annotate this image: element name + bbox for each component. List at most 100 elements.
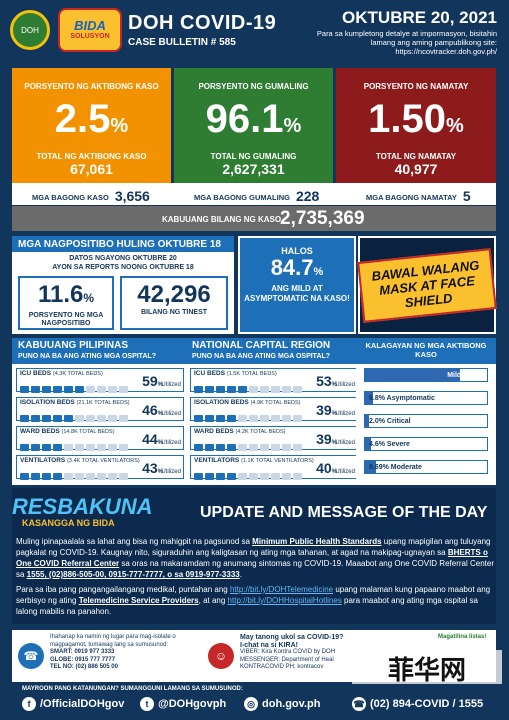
twitter-link[interactable]: t @DOHgovph	[140, 697, 226, 711]
resource-total: (1.1K TOTAL VENTILATORS)	[241, 458, 314, 464]
bed-icon	[282, 415, 291, 422]
bed-icon	[53, 386, 62, 393]
bed-icon	[108, 386, 117, 393]
new-value: 228	[295, 188, 320, 204]
bed-icon	[86, 473, 95, 480]
case-condition-panel: KALAGAYAN NG MGA AKTIBONG KASO Mild 77.9…	[356, 338, 496, 485]
bed-icon	[260, 473, 269, 480]
globe-icon: ◎	[244, 697, 258, 711]
card-percent: 96.1%	[174, 97, 333, 148]
resource-total: (1.5K TOTAL BEDS)	[226, 371, 277, 377]
utilization-value: 40	[316, 460, 332, 476]
bed-icon	[31, 444, 40, 451]
bed-icon	[97, 473, 106, 480]
bed-icon	[20, 386, 29, 393]
utilization-percent: 39%	[316, 431, 337, 447]
kira-line2: I-chat na si KIRA!	[240, 641, 298, 649]
bed-icon	[53, 415, 62, 422]
resource-label: ICU BEDS	[194, 370, 226, 377]
resource-label: ICU BEDS	[20, 370, 52, 377]
positivity-rate-box: 11.6% PORSYENTO NG MGA NAGPOSITIBO	[18, 276, 114, 330]
utilization-percent: 39%	[316, 402, 337, 418]
total-cases-bar: KABUUANG BILANG NG KASO 2,735,369	[12, 206, 496, 231]
tested-value: 42,296	[137, 281, 211, 308]
hotline-line1: Ihahanap ka namin ng lugar para mag-isol…	[50, 634, 176, 640]
utilization-icons	[194, 380, 304, 393]
utilization-icons	[194, 409, 304, 422]
phone-link[interactable]: ☎ (02) 894-COVID / 1555	[352, 697, 483, 711]
app-promo: Magatilina listas!	[438, 634, 487, 640]
website-link[interactable]: ◎ doh.gov.ph	[244, 697, 320, 711]
facebook-link[interactable]: f/OfficialDOHgov	[22, 697, 124, 711]
new-cases: MGA BAGONG KASO 3,656	[32, 187, 150, 204]
bed-icon	[194, 386, 203, 393]
utilized-label: Utilized	[335, 469, 355, 475]
utilized-label: Utilized	[161, 469, 181, 475]
new-value: 5	[462, 188, 471, 204]
percent-value: 96.1	[205, 97, 284, 141]
resource-name: ISOLATION BEDS (4.9K TOTAL BEDS)	[194, 399, 301, 406]
condition-label: 2.0% Critical	[369, 418, 411, 425]
condition-label: 8.69% Moderate	[369, 464, 422, 471]
doh-seal-logo: DOH	[10, 10, 50, 50]
bed-icon	[119, 473, 128, 480]
bed-icon	[260, 444, 269, 451]
bed-icon	[53, 444, 62, 451]
positivity-sub2: AYON SA REPORTS NOONG OKTUBRE 18	[52, 264, 194, 271]
bed-icon	[64, 386, 73, 393]
facebook-icon: f	[22, 697, 36, 711]
mild-asymptomatic-panel: HALOS 84.7% ANG MILD AT ASYMPTOMATIC NA …	[238, 236, 356, 334]
percent-value: 2.5	[54, 97, 111, 141]
utilization-value: 44	[142, 431, 158, 447]
new-label: MGA BAGONG GUMALING	[194, 193, 290, 202]
percent-value: 1.50	[368, 97, 447, 141]
bed-icon	[75, 444, 84, 451]
telemedicine-link[interactable]: http://bit.ly/DOHTelemedicine	[229, 585, 334, 594]
card-percent: 1.50%	[336, 97, 496, 148]
condition-fill	[365, 461, 376, 473]
bed-icon	[31, 473, 40, 480]
bed-icon	[20, 473, 29, 480]
hotline-info: Ihahanap ka namin ng lugar para mag-isol…	[50, 634, 200, 672]
halos-caption: ANG MILD AT ASYMPTOMATIC NA KASO!	[244, 284, 350, 303]
bed-icon	[216, 444, 225, 451]
kira-avatar-icon: ☺	[208, 643, 234, 669]
resource-total: (14.8K TOTAL BEDS)	[61, 429, 115, 435]
hospital-hotlines-link[interactable]: http://bit.ly/DOHHospitalHotlines	[227, 596, 342, 605]
resource-label: ISOLATION BEDS	[20, 399, 75, 406]
rate-unit: %	[83, 291, 95, 305]
bed-icon	[260, 415, 269, 422]
p1-text-b: upang mapigilan ang tuluyang pagkalat ng…	[16, 537, 491, 557]
hospital-row: ISOLATION BEDS (4.9K TOTAL BEDS) 39% Utili…	[190, 397, 358, 422]
bed-icon	[293, 473, 302, 480]
bed-icon	[194, 415, 203, 422]
p2-text-a: Para sa iba pang pangangailangang medika…	[16, 585, 230, 594]
halos-value: 84.7%	[240, 256, 354, 284]
percent-unit: %	[283, 115, 302, 137]
bed-icon	[271, 415, 280, 422]
bed-icon	[108, 444, 117, 451]
hosp-ncr-header: NATIONAL CAPITAL REGION PUNO NA BA ANG AT…	[186, 338, 362, 364]
card-sub: TOTAL NG NAMATAY	[375, 152, 457, 161]
bed-icon	[260, 386, 269, 393]
phone-icon: ☎	[18, 643, 44, 669]
condition-label: 4.6% Severe	[369, 441, 410, 448]
utilized-label: Utilized	[161, 411, 181, 417]
bed-icon	[238, 386, 247, 393]
p1-text-d: .	[239, 570, 242, 579]
bed-icon	[75, 415, 84, 422]
resource-total: (21.1K TOTAL BEDS)	[76, 400, 130, 406]
bed-icon	[249, 415, 258, 422]
resource-name: WARD BEDS (4.2K TOTAL BEDS)	[194, 428, 285, 435]
kira-viber: VIBER: Kira Kontra COVID by DOH	[240, 649, 336, 655]
new-deaths: MGA BAGONG NAMATAY 5	[366, 187, 471, 204]
bed-icon	[31, 415, 40, 422]
bed-icon	[42, 415, 51, 422]
bed-icon	[293, 415, 302, 422]
hospital-row: VENTILATORS (3.4K TOTAL VENTILATORS) 43% U…	[16, 455, 184, 480]
total-label: KABUUANG BILANG NG KASO	[162, 215, 282, 224]
bed-icon	[249, 386, 258, 393]
condition-bar: 4.6% Severe	[364, 437, 488, 451]
bed-icon	[238, 473, 247, 480]
mask-reminder-panel: BAWAL WALANG MASK AT FACE SHIELD	[357, 236, 497, 334]
